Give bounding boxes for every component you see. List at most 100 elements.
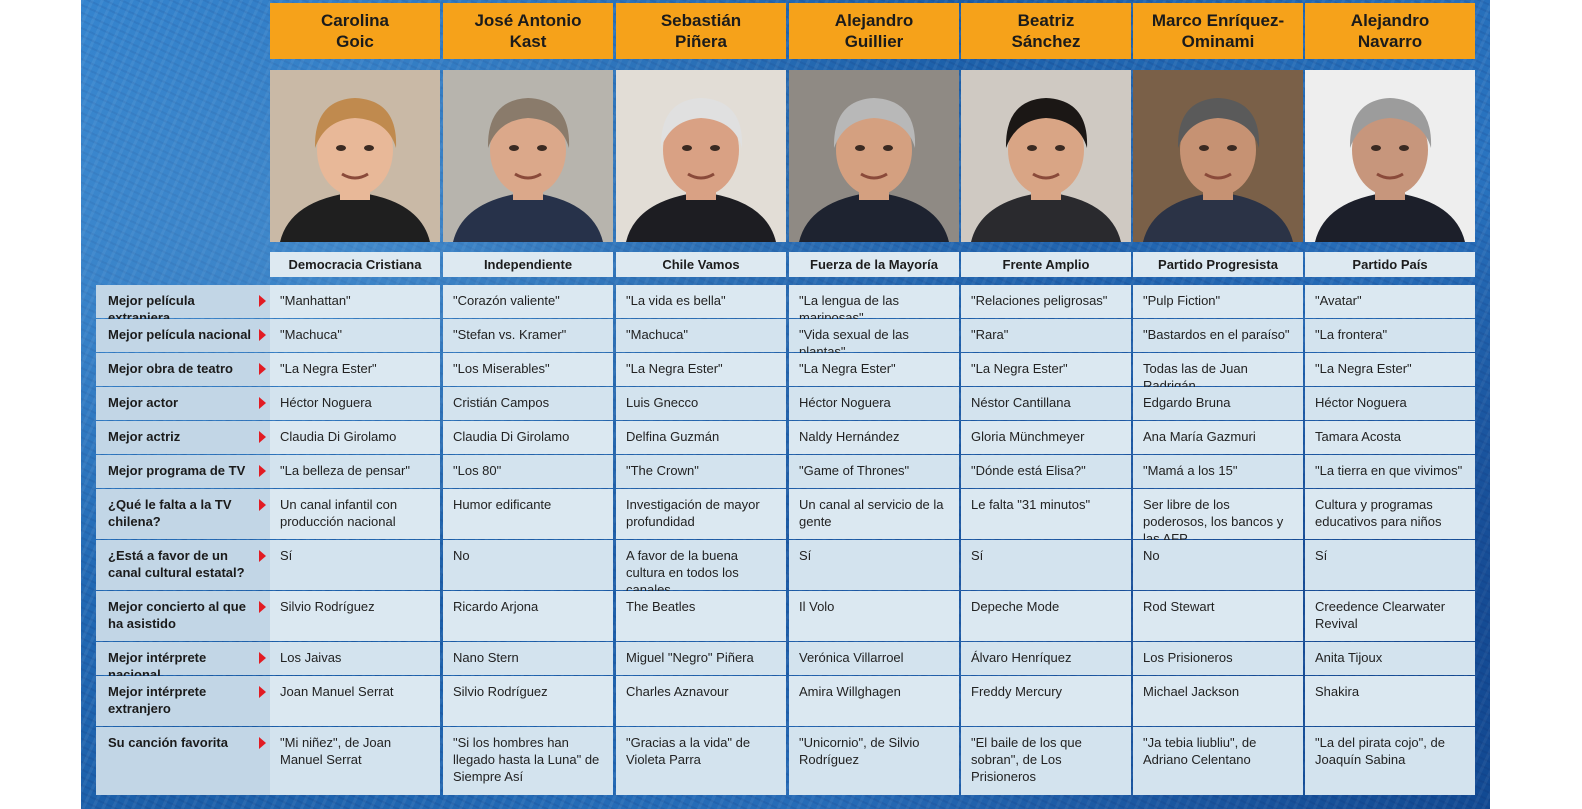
- red-arrow-icon: [259, 465, 266, 477]
- row-label-text: Mejor película nacional: [108, 327, 252, 342]
- table-cell: Cultura y programas educativos para niño…: [1305, 489, 1475, 539]
- table-cell: Nano Stern: [443, 642, 613, 675]
- table-cell: Sí: [789, 540, 959, 590]
- table-cell: Los Prisioneros: [1133, 642, 1303, 675]
- table-cell: Todas las de Juan Radrigán: [1133, 353, 1303, 393]
- portrait-image: [961, 70, 1131, 242]
- row-label-text: Mejor programa de TV: [108, 463, 246, 478]
- row-label: Mejor concierto al que ha asistido: [96, 591, 270, 641]
- red-arrow-icon: [259, 295, 266, 307]
- table-cell: No: [443, 540, 613, 590]
- table-cell: Ricardo Arjona: [443, 591, 613, 641]
- candidate-last-name: Goic: [336, 32, 374, 51]
- table-cell: "La del pirata cojo", de Joaquín Sabina: [1305, 727, 1475, 795]
- candidate-first-name: Marco Enríquez-: [1151, 11, 1285, 30]
- row-label: Mejor programa de TV: [96, 455, 270, 488]
- portrait-image: [789, 70, 959, 242]
- table-cell: "Si los hombres han llegado hasta la Lun…: [443, 727, 613, 795]
- table-cell: "Manhattan": [270, 285, 440, 318]
- row-label: Mejor película extranjera: [96, 285, 270, 325]
- red-arrow-icon: [259, 363, 266, 375]
- row-label: ¿Qué le falta a la TV chilena?: [96, 489, 270, 539]
- table-cell: Un canal al servicio de la gente: [789, 489, 959, 539]
- red-arrow-icon: [259, 652, 266, 664]
- portrait-image: [616, 70, 786, 242]
- table-cell: Shakira: [1305, 676, 1475, 726]
- table-cell: Claudia Di Girolamo: [270, 421, 440, 454]
- table-cell: The Beatles: [616, 591, 786, 641]
- portrait-image: [270, 70, 440, 242]
- table-cell: Charles Aznavour: [616, 676, 786, 726]
- party-label: Chile Vamos: [616, 252, 786, 277]
- table-cell: "La Negra Ester": [789, 353, 959, 386]
- table-cell: Sí: [1305, 540, 1475, 590]
- party-label: Frente Amplio: [961, 252, 1131, 277]
- table-cell: Depeche Mode: [961, 591, 1131, 641]
- table-cell: Michael Jackson: [1133, 676, 1303, 726]
- candidate-photo: [616, 70, 786, 242]
- candidate-photo: [443, 70, 613, 242]
- table-cell: "Pulp Fiction": [1133, 285, 1303, 318]
- table-cell: "La Negra Ester": [616, 353, 786, 386]
- table-cell: "Avatar": [1305, 285, 1475, 318]
- table-cell: Ana María Gazmuri: [1133, 421, 1303, 454]
- table-cell: Sí: [270, 540, 440, 590]
- candidate-photo: [270, 70, 440, 242]
- table-cell: "La tierra en que vivimos": [1305, 455, 1475, 488]
- table-cell: Néstor Cantillana: [961, 387, 1131, 420]
- table-cell: Le falta "31 minutos": [961, 489, 1131, 539]
- candidate-name-header: Beatriz Sánchez: [961, 3, 1131, 59]
- candidate-first-name: José Antonio: [474, 11, 582, 30]
- table-cell: Freddy Mercury: [961, 676, 1131, 726]
- table-cell: "Mamá a los 15": [1133, 455, 1303, 488]
- table-cell: Sí: [961, 540, 1131, 590]
- row-label-text: Mejor intérprete extranjero: [108, 684, 207, 716]
- candidate-name-header: José Antonio Kast: [443, 3, 613, 59]
- table-cell: Investigación de mayor profundidad: [616, 489, 786, 539]
- table-cell: "Stefan vs. Kramer": [443, 319, 613, 352]
- table-cell: Héctor Noguera: [270, 387, 440, 420]
- candidate-last-name: Navarro: [1357, 32, 1423, 51]
- candidate-photo: [789, 70, 959, 242]
- table-cell: "Los 80": [443, 455, 613, 488]
- candidate-last-name: Piñera: [675, 32, 727, 51]
- candidate-first-name: Sebastián: [660, 11, 742, 30]
- table-cell: "La Negra Ester": [961, 353, 1131, 386]
- table-cell: Amira Willghagen: [789, 676, 959, 726]
- candidate-name-header: Carolina Goic: [270, 3, 440, 59]
- table-cell: "Machuca": [270, 319, 440, 352]
- table-cell: "Los Miserables": [443, 353, 613, 386]
- table-cell: Creedence Clearwater Revival: [1305, 591, 1475, 641]
- table-cell: "Corazón valiente": [443, 285, 613, 318]
- candidate-last-name: Sánchez: [1011, 32, 1081, 51]
- row-label: Mejor actor: [96, 387, 270, 420]
- table-cell: Los Jaivas: [270, 642, 440, 675]
- table-cell: Naldy Hernández: [789, 421, 959, 454]
- candidate-photo: [961, 70, 1131, 242]
- candidate-photo: [1305, 70, 1475, 242]
- candidate-name-header: Sebastián Piñera: [616, 3, 786, 59]
- candidate-name-header: Alejandro Guillier: [789, 3, 959, 59]
- table-cell: Silvio Rodríguez: [443, 676, 613, 726]
- red-arrow-icon: [259, 329, 266, 341]
- candidate-photo: [1133, 70, 1303, 242]
- candidate-last-name: Kast: [509, 32, 547, 51]
- table-cell: Miguel "Negro" Piñera: [616, 642, 786, 675]
- table-cell: A favor de la buena cultura en todos los…: [616, 540, 786, 597]
- red-arrow-icon: [259, 431, 266, 443]
- portrait-image: [1305, 70, 1475, 242]
- red-arrow-icon: [259, 550, 266, 562]
- table-cell: "La belleza de pensar": [270, 455, 440, 488]
- row-label: Mejor película nacional: [96, 319, 270, 352]
- row-label-text: Mejor actriz: [108, 429, 181, 444]
- table-cell: "La lengua de las mariposas": [789, 285, 959, 325]
- table-cell: Rod Stewart: [1133, 591, 1303, 641]
- table-cell: Anita Tijoux: [1305, 642, 1475, 675]
- infographic-board: Carolina Goic Democracia Cristiana José Ant…: [81, 0, 1490, 809]
- table-cell: "Mi niñez", de Joan Manuel Serrat: [270, 727, 440, 795]
- candidate-first-name: Alejandro: [1350, 11, 1430, 30]
- row-label-text: Mejor actor: [108, 395, 179, 410]
- table-cell: "Vida sexual de las plantas": [789, 319, 959, 359]
- table-cell: Álvaro Henríquez: [961, 642, 1131, 675]
- table-cell: Claudia Di Girolamo: [443, 421, 613, 454]
